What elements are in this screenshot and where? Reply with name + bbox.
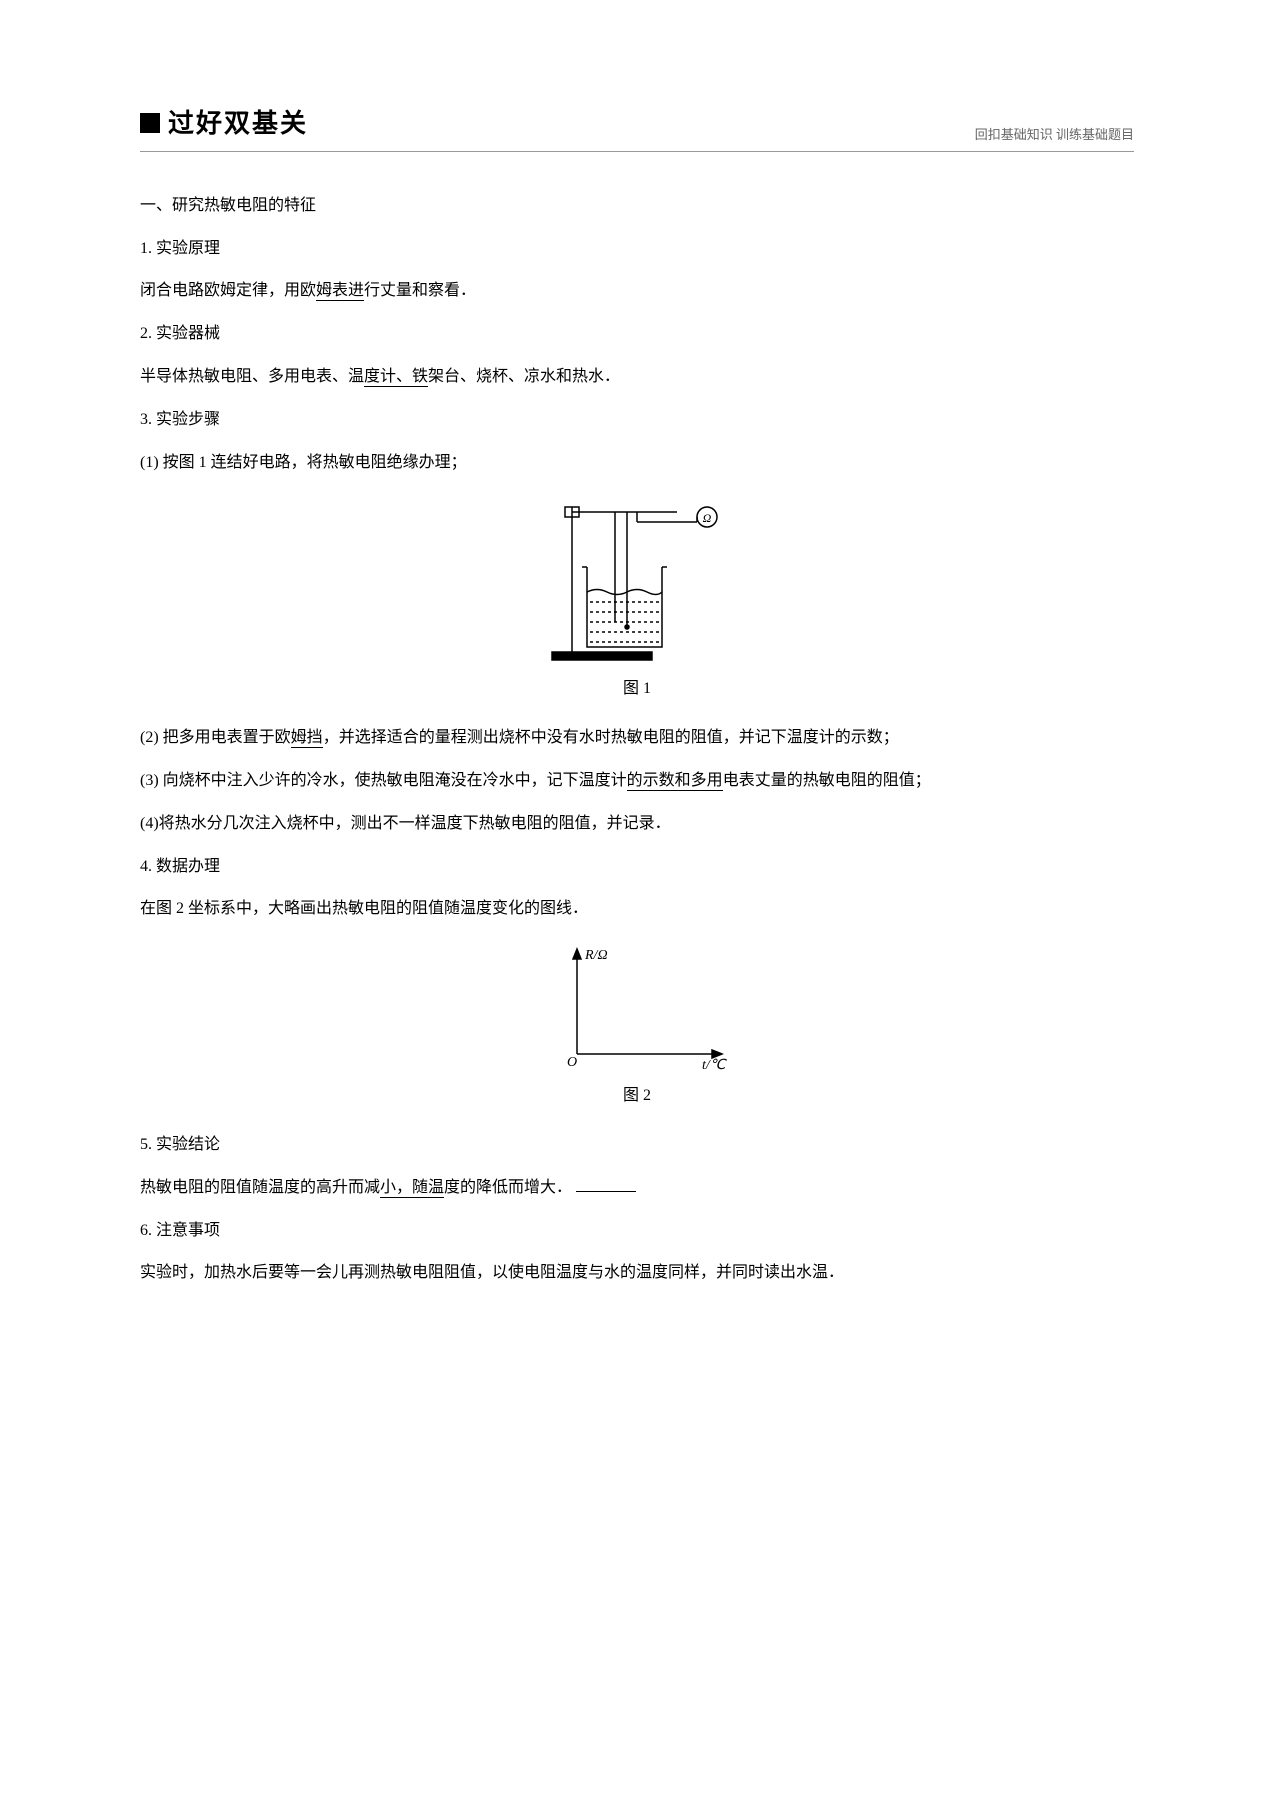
p6-label: 6. 注意事项: [140, 1217, 1134, 1246]
step4: (4)将热水分几次注入烧杯中，测出不一样温度下热敏电阻的阻值，并记录．: [140, 810, 1134, 839]
p1-text-b: 行丈量和察看．: [364, 282, 476, 299]
step2-underline: 姆挡: [291, 729, 323, 748]
x-axis-label: t/℃: [702, 1058, 728, 1073]
content-body: 一、研究热敏电阻的特征 1. 实验原理 闭合电路欧姆定律，用欧姆表进行丈量和察看…: [140, 192, 1134, 1288]
figure-2: R/Ω O t/℃ 图 2: [140, 944, 1134, 1111]
p1-text-a: 闭合电路欧姆定律，用欧: [140, 282, 316, 299]
blank-fill-line: [576, 1176, 636, 1192]
header-section: 过好双基关 回扣基础知识 训练基础题目: [140, 100, 1134, 152]
p1-underline: 姆表进: [316, 282, 364, 301]
axes-diagram-icon: R/Ω O t/℃: [527, 944, 747, 1074]
step1: (1) 按图 1 连结好电路，将热敏电阻绝缘办理；: [140, 449, 1134, 478]
step3: (3) 向烧杯中注入少许的冷水，使热敏电阻淹没在冷水中，记下温度计的示数和多用电…: [140, 767, 1134, 796]
apparatus-diagram-icon: Ω: [527, 497, 747, 667]
figure-1-caption: 图 1: [140, 675, 1134, 704]
step2: (2) 把多用电表置于欧姆挡，并选择适合的量程测出烧杯中没有水时热敏电阻的阻值，…: [140, 724, 1134, 753]
figure-2-caption: 图 2: [140, 1082, 1134, 1111]
step2-b: ，并选择适合的量程测出烧杯中没有水时热敏电阻的阻值，并记下温度计的示数；: [323, 729, 899, 746]
step2-a: (2) 把多用电表置于欧: [140, 729, 291, 746]
p2-label: 2. 实验器械: [140, 320, 1134, 349]
step3-b: 电表丈量的热敏电阻的阻值；: [723, 772, 931, 789]
p5-label: 5. 实验结论: [140, 1131, 1134, 1160]
p2-text: 半导体热敏电阻、多用电表、温度计、铁架台、烧杯、凉水和热水．: [140, 363, 1134, 392]
y-axis-label: R/Ω: [584, 948, 608, 963]
p1-label: 1. 实验原理: [140, 235, 1134, 264]
p1-text: 闭合电路欧姆定律，用欧姆表进行丈量和察看．: [140, 277, 1134, 306]
p5-text-b: 度的降低而增大．: [444, 1179, 572, 1196]
p2-text-b: 架台、烧杯、凉水和热水．: [428, 368, 620, 385]
p2-underline: 度计、铁: [364, 368, 428, 387]
p4-label: 4. 数据办理: [140, 853, 1134, 882]
p2-text-a: 半导体热敏电阻、多用电表、温: [140, 368, 364, 385]
header-title-wrap: 过好双基关: [140, 100, 308, 147]
page-subtitle: 回扣基础知识 训练基础题目: [975, 123, 1134, 146]
section-1-title: 一、研究热敏电阻的特征: [140, 192, 1134, 221]
page-title: 过好双基关: [168, 100, 308, 147]
p6-text: 实验时，加热水后要等一会儿再测热敏电阻阻值，以使电阻温度与水的温度同样，并同时读…: [140, 1259, 1134, 1288]
figure-1: Ω 图 1: [140, 497, 1134, 704]
p5-text-a: 热敏电阻的阻值随温度的高升而减: [140, 1179, 380, 1196]
step3-a: (3) 向烧杯中注入少许的冷水，使热敏电阻淹没在冷水中，记下温度计: [140, 772, 627, 789]
origin-label: O: [567, 1055, 577, 1070]
square-icon: [140, 113, 160, 133]
p4-text: 在图 2 坐标系中，大略画出热敏电阻的阻值随温度变化的图线．: [140, 895, 1134, 924]
ohm-label: Ω: [703, 511, 712, 525]
p5-text: 热敏电阻的阻值随温度的高升而减小，随温度的降低而增大．: [140, 1174, 1134, 1203]
step3-underline: 的示数和多用: [627, 772, 723, 791]
p3-label: 3. 实验步骤: [140, 406, 1134, 435]
p5-underline: 小，随温: [380, 1179, 444, 1198]
